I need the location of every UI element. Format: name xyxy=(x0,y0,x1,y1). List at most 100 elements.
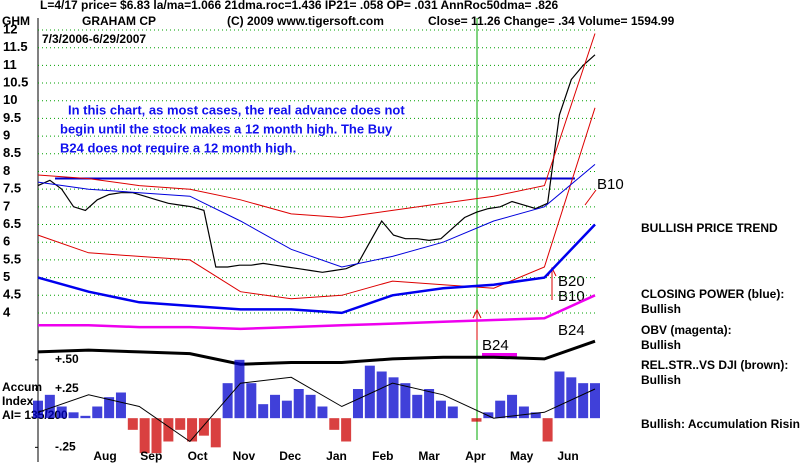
annotation: In this chart, as most cases, the real a… xyxy=(68,102,405,117)
bar xyxy=(578,383,589,419)
bar xyxy=(495,400,506,419)
y-tick-label: 8 xyxy=(3,163,10,178)
note: Bullish xyxy=(641,373,681,387)
x-tick-label: Oct xyxy=(188,449,208,463)
bar xyxy=(388,377,399,419)
y-tick-label: 12 xyxy=(3,21,17,36)
x-tick-label: Jan xyxy=(326,449,347,463)
bar xyxy=(139,418,150,454)
bar xyxy=(471,418,482,422)
bar xyxy=(33,400,43,419)
annotation: B24 does not require a 12 month high. xyxy=(60,140,296,155)
ticker: GHM xyxy=(2,14,30,28)
y-tick-label: 11.5 xyxy=(3,39,28,54)
date-range: 7/3/2006-6/29/2007 xyxy=(42,32,146,46)
y-tick-label: 8.5 xyxy=(3,145,21,160)
bar xyxy=(435,400,446,419)
accum-line xyxy=(37,376,596,443)
bar xyxy=(424,389,435,419)
signal-label: B24 xyxy=(558,322,585,339)
x-tick-label: Dec xyxy=(279,449,301,463)
bar xyxy=(376,371,387,419)
series-line xyxy=(37,339,596,366)
arrow xyxy=(584,189,597,206)
bar xyxy=(163,418,174,442)
bar xyxy=(151,418,162,454)
y-tick-label: 10.5 xyxy=(3,74,28,89)
bar xyxy=(68,412,79,419)
y-tick-label: 4.5 xyxy=(3,287,21,302)
bar xyxy=(341,418,352,442)
bar xyxy=(542,418,553,442)
note: OBV (magenta): xyxy=(641,323,732,337)
bar xyxy=(198,418,209,436)
bar xyxy=(293,389,304,419)
bar xyxy=(590,383,600,419)
series-line xyxy=(37,33,596,219)
x-tick-label: Aug xyxy=(93,449,116,463)
bar xyxy=(412,394,423,419)
bar xyxy=(530,412,541,419)
y-tick-label: 5.5 xyxy=(3,251,21,266)
bar xyxy=(317,406,328,419)
series-line xyxy=(37,107,596,300)
note: BULLISH PRICE TREND xyxy=(641,221,778,235)
x-tick-label: Nov xyxy=(233,449,256,463)
bar xyxy=(329,418,340,430)
y-tick-label: 9 xyxy=(3,128,10,143)
x-tick-label: Mar xyxy=(418,449,440,463)
copyright: (C) 2009 www.tigersoft.com xyxy=(227,14,384,28)
bar xyxy=(554,371,565,419)
bar xyxy=(56,406,67,419)
x-tick-label: May xyxy=(510,449,534,463)
bar xyxy=(222,383,233,419)
y-tick-label: 7 xyxy=(3,198,10,213)
y-tick-label: 9.5 xyxy=(3,110,21,125)
y-tick-label: 11 xyxy=(3,57,17,72)
bar xyxy=(80,415,91,419)
bar xyxy=(92,406,103,419)
y-tick-label: +.50 xyxy=(55,352,79,366)
header-line: L=4/17 price= $6.83 la/ma=1.066 21dma.ro… xyxy=(40,0,559,12)
y-tick-label: 5 xyxy=(3,269,10,284)
x-tick-label: Feb xyxy=(372,449,393,463)
bar xyxy=(507,394,518,419)
annotation: begin until the stock makes a 12 month h… xyxy=(60,121,393,136)
note: Bullish: Accumulation Rising xyxy=(641,417,800,431)
x-tick-label: Apr xyxy=(465,449,486,463)
bar xyxy=(127,418,138,430)
series-line xyxy=(38,294,596,331)
bar xyxy=(447,406,458,419)
arrow xyxy=(472,308,482,340)
signal-label: B10 xyxy=(558,288,585,305)
bar xyxy=(258,404,269,419)
panel-title: Accum xyxy=(2,380,42,394)
bar xyxy=(246,383,257,419)
note: Bullish xyxy=(641,338,681,352)
bar xyxy=(352,389,363,419)
y-tick-label: 6.5 xyxy=(3,216,21,231)
bar xyxy=(115,392,126,419)
y-tick-label: 10 xyxy=(3,92,17,107)
bar xyxy=(518,406,529,419)
series-line xyxy=(37,223,596,315)
y-tick-label: 4 xyxy=(3,304,11,319)
bar xyxy=(281,400,292,419)
quote: Close= 11.26 Change= .34 Volume= 1594.99 xyxy=(428,14,675,28)
bar xyxy=(175,418,186,430)
y-tick-label: 6 xyxy=(3,234,10,249)
bar xyxy=(104,397,115,419)
y-tick-label: 7.5 xyxy=(3,181,21,196)
bar xyxy=(305,394,316,419)
bar xyxy=(400,383,411,419)
series-line xyxy=(37,54,596,273)
note: CLOSING POWER (blue): xyxy=(641,287,784,301)
panel-title: Index xyxy=(2,394,34,408)
bar xyxy=(187,418,198,442)
x-tick-label: Jun xyxy=(557,449,578,463)
bar xyxy=(210,418,221,448)
bar xyxy=(234,359,245,419)
bar xyxy=(44,394,55,419)
company: GRAHAM CP xyxy=(82,14,156,28)
